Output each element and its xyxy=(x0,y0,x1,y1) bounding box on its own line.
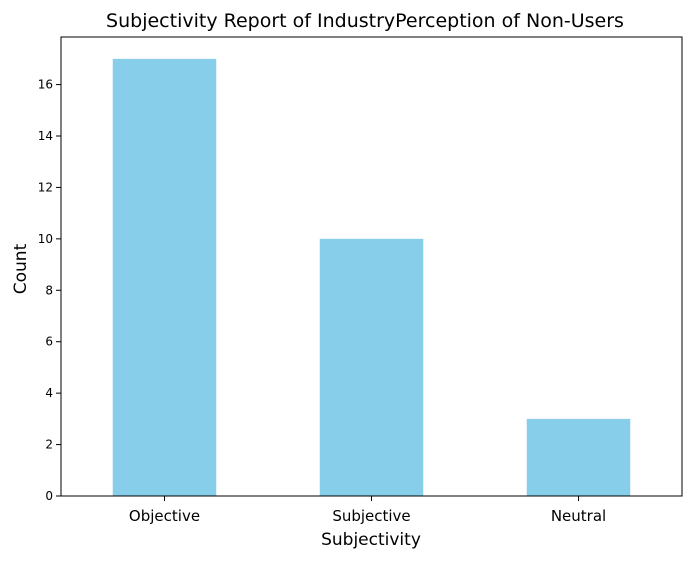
x-tick-label: Objective xyxy=(129,507,200,525)
y-tick-label: 0 xyxy=(45,489,53,503)
plot-area: 0 2 4 6 8 10 12 14 16 Objective Subjective Neutral xyxy=(38,36,683,525)
y-tick-label: 16 xyxy=(38,78,53,92)
y-tick-label: 10 xyxy=(38,232,53,246)
y-tick-label: 8 xyxy=(45,283,53,297)
chart-title: Subjectivity Report of IndustryPerceptio… xyxy=(106,10,624,32)
x-tick-label: Neutral xyxy=(551,507,606,525)
y-tick-label: 6 xyxy=(45,335,53,349)
x-axis-label: Subjectivity xyxy=(321,530,421,550)
y-axis-label: Count xyxy=(11,243,31,294)
bar-objective xyxy=(112,58,217,496)
bar-subjective xyxy=(319,238,424,496)
y-tick-label: 2 xyxy=(45,438,53,452)
y-tick-label: 4 xyxy=(45,386,53,400)
plot-frame xyxy=(60,36,683,497)
y-tick-label: 12 xyxy=(38,180,53,194)
bar-neutral xyxy=(526,418,631,496)
y-tick-label: 14 xyxy=(38,129,53,143)
x-tick-label: Subjective xyxy=(332,507,410,525)
